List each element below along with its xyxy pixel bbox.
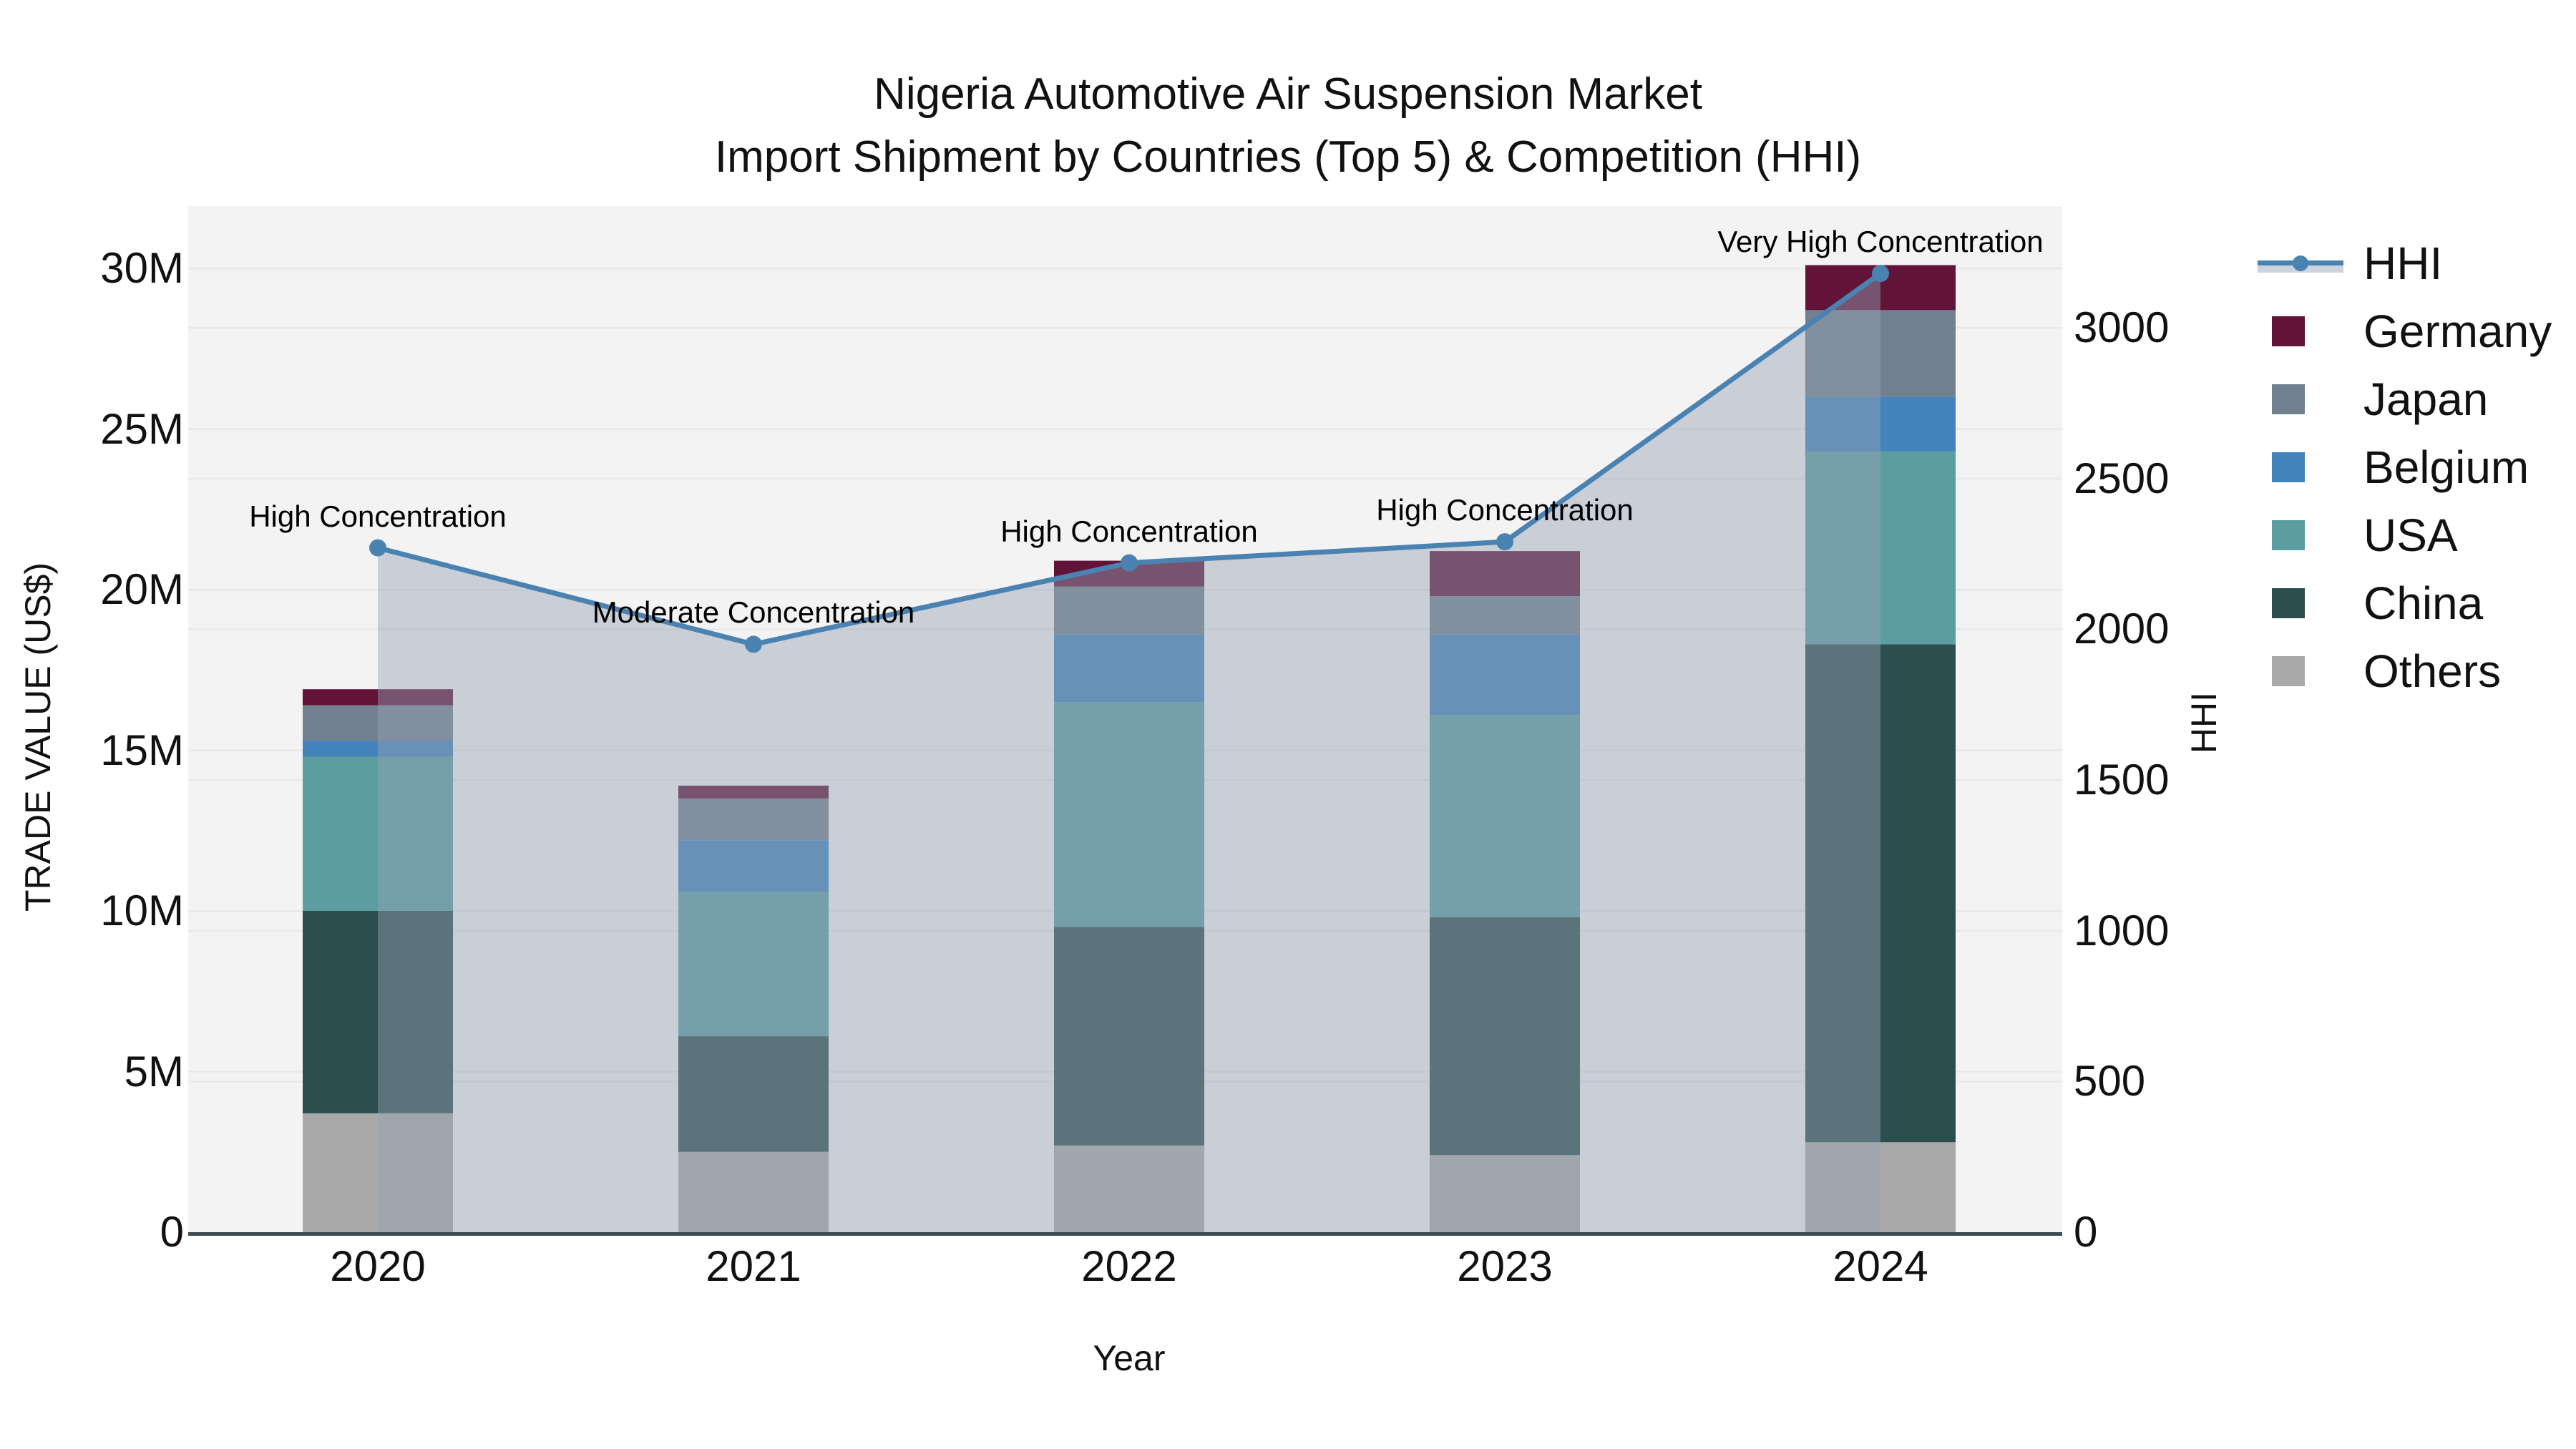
- x-axis-title: Year: [1093, 1338, 1166, 1378]
- bar-segment-china-2021[interactable]: [678, 1036, 829, 1152]
- y-left-tick-15M: 15M: [100, 726, 184, 774]
- bar-segment-japan-2022[interactable]: [1054, 586, 1204, 635]
- annotation-2022: High Concentration: [1000, 514, 1258, 548]
- y-left-tick-10M: 10M: [100, 887, 184, 935]
- legend-label-china: China: [2363, 577, 2484, 629]
- y-right-tick-2000: 2000: [2074, 605, 2170, 653]
- chart-title-line1: Nigeria Automotive Air Suspension Market: [874, 69, 1702, 119]
- hhi-marker-2020[interactable]: [369, 539, 386, 557]
- bar-segment-others-2023[interactable]: [1430, 1155, 1580, 1232]
- bar-segment-china-2020[interactable]: [303, 911, 453, 1113]
- china-swatch-icon: [2258, 587, 2351, 618]
- y-left-tick-25M: 25M: [100, 404, 184, 453]
- others-color-swatch: [2272, 655, 2305, 686]
- legend-label-others: Others: [2363, 645, 2502, 697]
- belgium-swatch-icon: [2258, 452, 2351, 482]
- annotation-2024: Very High Concentration: [1717, 225, 2044, 259]
- legend-label-usa: USA: [2363, 509, 2458, 561]
- hhi-swatch: [2258, 248, 2343, 278]
- bar-segment-others-2021[interactable]: [678, 1151, 829, 1232]
- bar-segment-belgium-2021[interactable]: [678, 840, 829, 892]
- bar-segment-china-2022[interactable]: [1054, 927, 1204, 1146]
- germany-swatch-icon: [2258, 316, 2351, 346]
- hhi-marker-2022[interactable]: [1121, 554, 1138, 572]
- legend-item-others[interactable]: Others: [2258, 637, 2552, 705]
- bar-segment-china-2024[interactable]: [1805, 644, 1956, 1143]
- hhi-swatch-part: [2293, 255, 2308, 271]
- bar-segment-usa-2021[interactable]: [678, 892, 829, 1037]
- bar-segment-japan-2023[interactable]: [1430, 595, 1580, 635]
- hhi-area-fill: [378, 273, 1880, 1232]
- bar-segment-belgium-2023[interactable]: [1430, 634, 1580, 716]
- y-left-tick-20M: 20M: [100, 565, 184, 613]
- bar-segment-germany-2021[interactable]: [678, 785, 829, 799]
- bar-segment-belgium-2022[interactable]: [1054, 634, 1204, 703]
- legend-item-usa[interactable]: USA: [2258, 501, 2552, 569]
- bar-segment-germany-2023[interactable]: [1430, 551, 1580, 596]
- annotation-2020: High Concentration: [249, 499, 507, 533]
- bar-segment-others-2024[interactable]: [1805, 1142, 1956, 1232]
- annotation-2023: High Concentration: [1376, 493, 1634, 527]
- usa-color-swatch: [2272, 519, 2305, 550]
- x-axis-line: [188, 1232, 2062, 1236]
- japan-color-swatch: [2272, 384, 2305, 414]
- gridline-left-25M: [188, 428, 2062, 430]
- y-right-tick-500: 500: [2074, 1057, 2146, 1106]
- hhi-marker-2023[interactable]: [1496, 533, 1513, 551]
- legend-item-germany[interactable]: Germany: [2258, 297, 2552, 365]
- legend-label-germany: Germany: [2363, 305, 2552, 357]
- legend-label-hhi: HHI: [2363, 237, 2443, 289]
- gridline-left-30M: [188, 268, 2062, 270]
- y-right-tick-2500: 2500: [2074, 454, 2170, 502]
- bar-segment-usa-2020[interactable]: [303, 756, 453, 911]
- bar-segment-japan-2020[interactable]: [303, 705, 453, 741]
- bar-segment-usa-2024[interactable]: [1805, 451, 1956, 645]
- y-right-tick-0: 0: [2074, 1208, 2098, 1256]
- bar-segment-china-2023[interactable]: [1430, 917, 1580, 1156]
- bar-segment-belgium-2024[interactable]: [1805, 396, 1956, 452]
- bar-segment-usa-2022[interactable]: [1054, 702, 1204, 927]
- chart-title-line2: Import Shipment by Countries (Top 5) & C…: [714, 132, 1862, 182]
- x-tick-2023: 2023: [1457, 1242, 1553, 1290]
- usa-swatch-icon: [2258, 519, 2351, 550]
- y-right-tick-3000: 3000: [2074, 303, 2170, 351]
- bar-segment-others-2020[interactable]: [303, 1113, 453, 1232]
- annotation-2021: Moderate Concentration: [592, 595, 915, 630]
- bar-segment-japan-2021[interactable]: [678, 798, 829, 841]
- china-color-swatch: [2272, 587, 2305, 618]
- legend-item-japan[interactable]: Japan: [2258, 365, 2552, 433]
- gridline-right-2500: [188, 477, 2062, 480]
- hhi-line-legend-icon: [2258, 248, 2351, 278]
- legend: HHI Germany Japan Belgium USA China Others: [2258, 229, 2552, 705]
- x-tick-2022: 2022: [1081, 1242, 1177, 1290]
- y-right-tick-1500: 1500: [2074, 756, 2170, 804]
- legend-item-hhi[interactable]: HHI: [2258, 229, 2552, 297]
- gridline-right-3000: [188, 327, 2062, 329]
- legend-label-japan: Japan: [2363, 373, 2489, 425]
- germany-color-swatch: [2272, 316, 2305, 346]
- y-left-tick-0: 0: [160, 1208, 184, 1256]
- bar-segment-usa-2023[interactable]: [1430, 715, 1580, 917]
- x-tick-2021: 2021: [706, 1242, 801, 1290]
- bar-segment-belgium-2020[interactable]: [303, 741, 453, 757]
- legend-item-belgium[interactable]: Belgium: [2258, 433, 2552, 501]
- belgium-color-swatch: [2272, 452, 2305, 482]
- hhi-marker-2021[interactable]: [745, 635, 762, 653]
- bar-segment-germany-2020[interactable]: [303, 689, 453, 706]
- japan-swatch-icon: [2258, 384, 2351, 414]
- bar-segment-japan-2024[interactable]: [1805, 310, 1956, 397]
- bar-segment-others-2022[interactable]: [1054, 1145, 1204, 1232]
- x-tick-2024: 2024: [1833, 1242, 1928, 1290]
- hhi-marker-2024[interactable]: [1872, 265, 1889, 283]
- legend-label-belgium: Belgium: [2363, 441, 2529, 493]
- y-right-tick-1000: 1000: [2074, 906, 2170, 955]
- y-left-tick-5M: 5M: [124, 1047, 184, 1096]
- others-swatch-icon: [2258, 655, 2351, 686]
- y-left-tick-30M: 30M: [100, 244, 184, 292]
- x-tick-2020: 2020: [330, 1242, 426, 1290]
- legend-item-china[interactable]: China: [2258, 569, 2552, 637]
